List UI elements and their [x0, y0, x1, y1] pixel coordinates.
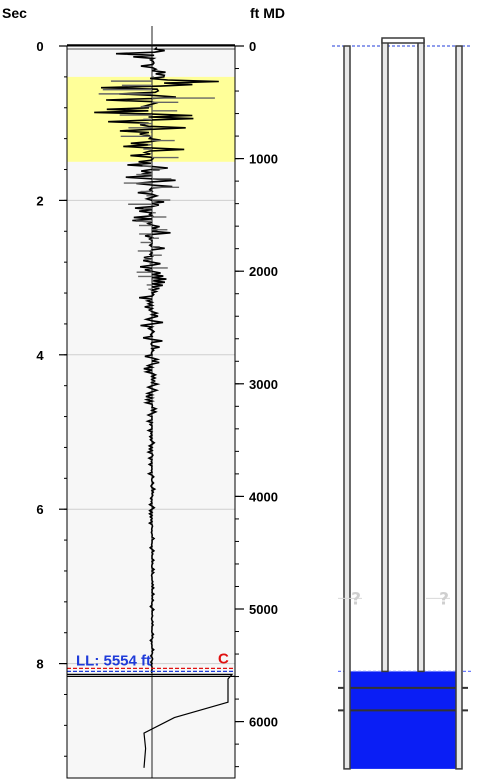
ft-tick-label: 1000: [249, 152, 278, 167]
ft-tick-label: 6000: [249, 715, 278, 730]
ft-tick-label: 0: [249, 39, 256, 54]
casing-wall-left: [343, 45, 351, 770]
ft-axis-title: ft MD: [250, 5, 285, 21]
ft-tick-label: 2000: [249, 264, 278, 279]
echo-trace: [94, 46, 219, 674]
sec-tick-label: 6: [36, 502, 43, 517]
sec-tick-label: 0: [36, 39, 43, 54]
ft-tick-label: 4000: [249, 489, 278, 504]
liquid-level-marker: C: [218, 650, 229, 667]
sec-tick-label: 8: [36, 657, 43, 672]
ft-tick-label: 3000: [249, 377, 278, 392]
sec-tick-label: 4: [36, 348, 44, 363]
tubing-wall-right: [417, 39, 425, 673]
tubing-head: [381, 37, 425, 44]
sec-tick-label: 2: [36, 193, 43, 208]
sec-axis-title: Sec: [2, 5, 27, 21]
question-marker: ?: [351, 589, 361, 609]
question-marker: ?: [439, 589, 449, 609]
fluid-column: [344, 671, 462, 769]
liquid-level-label: LL: 5554 ft: [76, 652, 151, 669]
echo-trace-below-level: [67, 673, 234, 768]
ft-tick-label: 5000: [249, 602, 278, 617]
tubing-wall-left: [381, 39, 389, 673]
casing-wall-right: [455, 45, 463, 770]
